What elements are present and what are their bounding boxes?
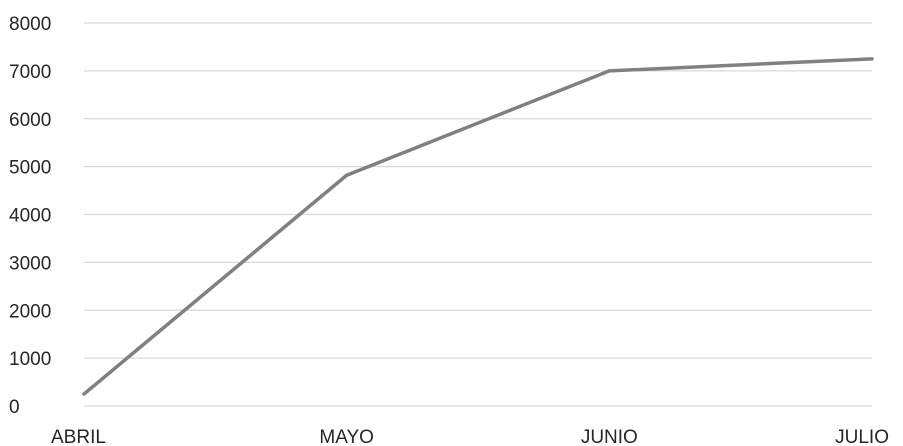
- y-axis-ticks: 0 1000 2000 3000 4000 5000 6000 7000 8000: [9, 14, 51, 418]
- data-point-junio: [607, 69, 611, 73]
- x-tick-label-junio: JUNIO: [581, 427, 638, 446]
- y-tick-label: 6000: [9, 110, 51, 131]
- y-tick-label: 7000: [9, 62, 51, 83]
- series-lines: [82, 57, 874, 396]
- y-tick-label: 2000: [9, 301, 51, 322]
- y-tick-label: 1000: [9, 349, 51, 370]
- x-tick-label-julio: JULIO: [835, 427, 889, 446]
- x-tick-label-mayo: MAYO: [319, 427, 374, 446]
- y-tick-label: 3000: [9, 253, 51, 274]
- data-point-julio: [870, 57, 874, 61]
- x-tick-label-abril: ABRIL: [51, 427, 106, 446]
- series-line-0: [82, 57, 874, 396]
- y-tick-label: 8000: [9, 14, 51, 35]
- x-axis-ticks: ABRIL MAYO JUNIO JULIO: [51, 427, 889, 446]
- y-tick-label: 5000: [9, 158, 51, 179]
- data-point-abril: [82, 392, 86, 396]
- data-point-mayo: [345, 173, 349, 177]
- y-tick-label: 0: [9, 397, 20, 418]
- gridlines: [84, 22, 872, 407]
- y-tick-label: 4000: [9, 206, 51, 227]
